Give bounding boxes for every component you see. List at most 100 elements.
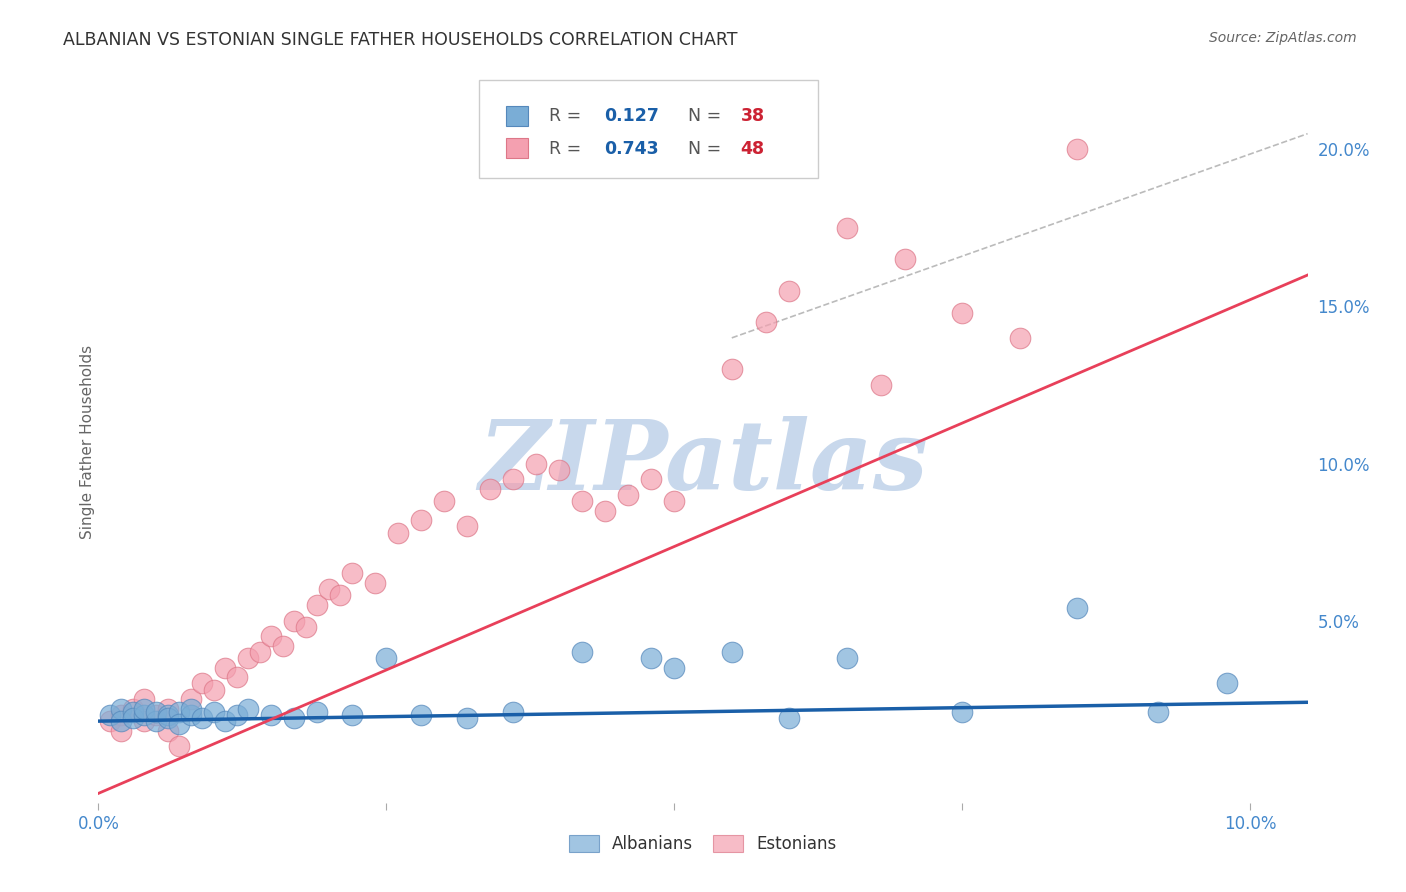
Point [145, 714, 167, 728]
Point [778, 284, 800, 298]
Point [180, 707, 202, 722]
Text: Source: ZipAtlas.com: Source: ZipAtlas.com [1209, 31, 1357, 45]
Point [283, 614, 305, 628]
Point [202, 682, 225, 697]
Point [433, 494, 456, 508]
Text: ALBANIAN VS ESTONIAN SINGLE FATHER HOUSEHOLDS CORRELATION CHART: ALBANIAN VS ESTONIAN SINGLE FATHER HOUSE… [63, 31, 738, 49]
Point [167, 717, 190, 731]
Text: R =: R = [550, 107, 588, 126]
Text: N =: N = [689, 140, 727, 158]
Point [294, 620, 316, 634]
Point [110, 707, 132, 722]
Point [778, 711, 800, 725]
Text: R =: R = [550, 140, 588, 158]
Point [145, 707, 167, 722]
Point [180, 692, 202, 706]
Point [236, 701, 259, 715]
Point [640, 651, 662, 665]
Point [225, 670, 247, 684]
Point [617, 488, 640, 502]
Point [870, 378, 893, 392]
Point [214, 661, 236, 675]
Point [364, 575, 387, 590]
Point [456, 519, 478, 533]
Point [283, 711, 305, 725]
Point [156, 711, 179, 725]
Point [950, 306, 973, 320]
Point [156, 707, 179, 722]
Point [236, 651, 259, 665]
FancyBboxPatch shape [506, 138, 527, 158]
Point [122, 711, 145, 725]
Point [720, 362, 742, 376]
Point [134, 707, 156, 722]
Point [664, 661, 686, 675]
Point [122, 705, 145, 719]
Point [110, 723, 132, 738]
Point [134, 701, 156, 715]
Point [720, 645, 742, 659]
Point [225, 707, 247, 722]
Point [134, 714, 156, 728]
Point [110, 714, 132, 728]
Point [893, 252, 915, 267]
Point [260, 707, 283, 722]
Point [122, 701, 145, 715]
Point [664, 494, 686, 508]
Point [502, 705, 524, 719]
Point [98, 714, 121, 728]
Point [593, 503, 616, 517]
Point [1147, 705, 1170, 719]
Point [755, 315, 778, 329]
Point [409, 513, 432, 527]
Text: ZIPatlas: ZIPatlas [478, 417, 928, 510]
Point [340, 566, 363, 581]
Point [409, 707, 432, 722]
Point [1216, 676, 1239, 690]
Text: 38: 38 [741, 107, 765, 126]
Y-axis label: Single Father Households: Single Father Households [80, 344, 94, 539]
Point [202, 705, 225, 719]
Point [249, 645, 271, 659]
Point [145, 705, 167, 719]
Text: N =: N = [689, 107, 727, 126]
Point [1008, 331, 1031, 345]
Point [167, 705, 190, 719]
Point [640, 472, 662, 486]
Point [98, 707, 121, 722]
Point [950, 705, 973, 719]
Point [180, 701, 202, 715]
Point [134, 692, 156, 706]
Point [387, 525, 409, 540]
Point [156, 723, 179, 738]
FancyBboxPatch shape [506, 106, 527, 126]
Text: 48: 48 [741, 140, 765, 158]
Point [375, 651, 398, 665]
Point [456, 711, 478, 725]
Point [318, 582, 340, 597]
Point [260, 629, 283, 643]
Point [191, 676, 214, 690]
Point [307, 705, 329, 719]
Point [1066, 142, 1088, 156]
Text: 0.743: 0.743 [603, 140, 658, 158]
Point [191, 711, 214, 725]
Point [571, 494, 593, 508]
Point [478, 482, 501, 496]
Point [156, 701, 179, 715]
Point [340, 707, 363, 722]
Point [307, 598, 329, 612]
Point [524, 457, 547, 471]
Point [271, 639, 294, 653]
FancyBboxPatch shape [479, 80, 818, 178]
Point [548, 463, 571, 477]
Point [502, 472, 524, 486]
Point [110, 701, 132, 715]
Point [214, 714, 236, 728]
Point [167, 739, 190, 754]
Point [835, 651, 858, 665]
Text: 0.127: 0.127 [603, 107, 659, 126]
Legend: Albanians, Estonians: Albanians, Estonians [562, 828, 844, 860]
Point [1066, 601, 1088, 615]
Point [329, 589, 352, 603]
